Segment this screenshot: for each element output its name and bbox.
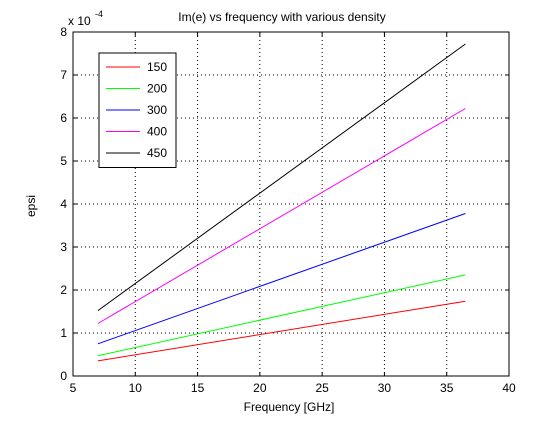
y-tick-label: 8 — [60, 25, 67, 39]
legend-label-400: 400 — [147, 125, 167, 139]
x-tick-label: 25 — [315, 381, 329, 395]
y-tick-label: 5 — [60, 154, 67, 168]
y-axis-exponent-base: x 10 — [68, 14, 91, 28]
legend-label-150: 150 — [147, 60, 167, 74]
y-tick-label: 2 — [60, 283, 67, 297]
x-tick-label: 35 — [440, 381, 454, 395]
y-tick-label: 3 — [60, 240, 67, 254]
legend-label-200: 200 — [147, 82, 167, 96]
x-axis-label: Frequency [GHz] — [244, 400, 335, 414]
x-tick-label: 30 — [378, 381, 392, 395]
series-line-200 — [97, 274, 466, 357]
x-tick-label: 40 — [502, 381, 516, 395]
y-tick-label: 6 — [60, 111, 67, 125]
x-tick-label: 20 — [253, 381, 267, 395]
y-tick-label: 0 — [60, 369, 67, 383]
legend-label-450: 450 — [147, 146, 167, 160]
y-axis-exponent-power: -4 — [95, 9, 103, 19]
ticks — [72, 31, 510, 377]
series-line-300 — [97, 213, 466, 345]
y-axis-label: epsi — [24, 195, 38, 217]
y-tick-label: 1 — [60, 326, 67, 340]
series-line-450 — [97, 43, 466, 312]
x-tick-label: 5 — [70, 381, 77, 395]
x-tick-label: 10 — [129, 381, 143, 395]
series-line-400 — [97, 108, 466, 324]
legend: 150 200 300 400 450 — [98, 52, 177, 168]
chart-title: Im(e) vs frequency with various density — [178, 10, 385, 24]
y-axis-exponent: x 10 -4 — [68, 9, 103, 28]
series-line-150 — [97, 300, 466, 362]
series-layer — [97, 43, 466, 362]
y-tick-label: 7 — [60, 68, 67, 82]
y-tick-label: 4 — [60, 197, 67, 211]
x-tick-label: 15 — [191, 381, 205, 395]
legend-label-300: 300 — [147, 103, 167, 117]
